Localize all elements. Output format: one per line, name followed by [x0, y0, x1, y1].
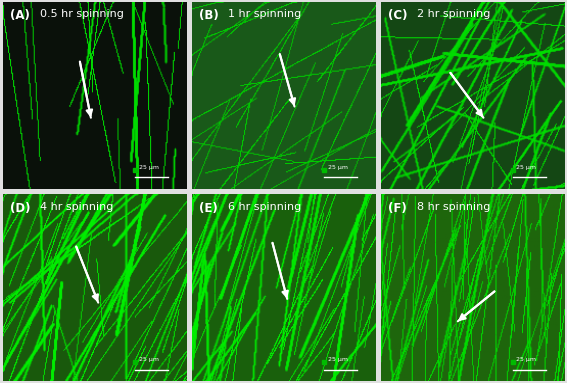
Text: (F): (F) — [388, 202, 407, 215]
Text: 6 hr spinning: 6 hr spinning — [229, 202, 302, 212]
Text: (A): (A) — [10, 10, 30, 22]
Text: (D): (D) — [10, 202, 31, 215]
Text: 25 μm: 25 μm — [328, 165, 348, 170]
Text: 25 μm: 25 μm — [138, 357, 159, 362]
Text: 25 μm: 25 μm — [328, 357, 348, 362]
Text: 1 hr spinning: 1 hr spinning — [229, 10, 302, 20]
Text: (B): (B) — [199, 10, 219, 22]
Text: 2 hr spinning: 2 hr spinning — [417, 10, 491, 20]
Text: 0.5 hr spinning: 0.5 hr spinning — [40, 10, 124, 20]
Text: (C): (C) — [388, 10, 408, 22]
Text: (E): (E) — [199, 202, 218, 215]
Text: 25 μm: 25 μm — [138, 165, 159, 170]
Text: 8 hr spinning: 8 hr spinning — [417, 202, 491, 212]
Text: 25 μm: 25 μm — [517, 165, 536, 170]
Text: 4 hr spinning: 4 hr spinning — [40, 202, 113, 212]
Text: 25 μm: 25 μm — [517, 357, 536, 362]
